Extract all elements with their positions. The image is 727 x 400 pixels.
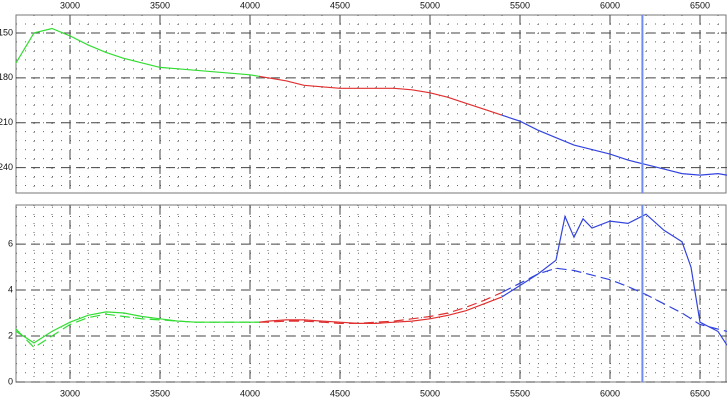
x-tick-label: 3000 [60,388,80,398]
x-tick-label: 4500 [330,388,350,398]
x-tick-label: 6500 [690,388,710,398]
x-tick-label: 4000 [240,0,260,10]
x-tick-label: 5500 [510,0,530,10]
x-tick-label: 6000 [600,0,620,10]
series-line [15,27,260,77]
series-line [15,313,259,349]
y-tick-label: 2 [8,330,13,340]
x-tick-label: 3500 [150,0,170,10]
y-tick-label: 240 [0,162,13,172]
y-tick-label: 6 [8,238,13,248]
series-line [501,213,727,346]
x-tick-label: 5500 [510,388,530,398]
plot-area [15,14,727,194]
series-line [258,296,503,324]
y-tick-label: 0 [8,376,13,386]
plot-area [15,204,727,383]
x-tick-label: 5000 [420,388,440,398]
x-tick-label: 5000 [420,0,440,10]
series-line [258,75,503,116]
x-tick-label: 6000 [600,388,620,398]
y-tick-label: 4 [8,284,13,294]
x-tick-label: 4500 [330,0,350,10]
x-tick-label: 3000 [60,0,80,10]
series-line [259,291,503,324]
series-line [501,267,727,332]
y-tick-label: 210 [0,117,13,127]
series-line [501,114,727,176]
y-tick-label: 180 [0,72,13,82]
y-tick-label: 150 [0,27,13,37]
x-tick-label: 6500 [690,0,710,10]
x-tick-label: 3500 [150,388,170,398]
x-tick-label: 4000 [240,388,260,398]
